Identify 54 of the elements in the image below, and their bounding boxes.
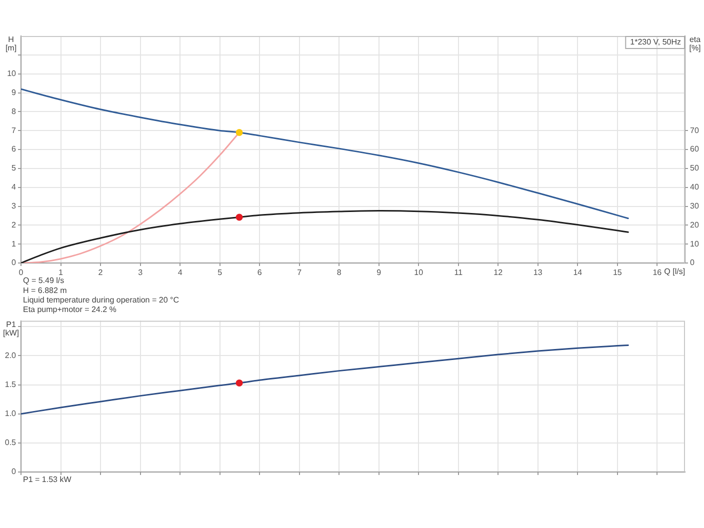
y2-tick-label: 0: [690, 258, 695, 268]
y-tick-label: 1.0: [4, 409, 17, 418]
x-tick-label: 6: [257, 268, 262, 278]
y2-tick-label: 30: [690, 201, 700, 210]
y-tick-label: 9: [12, 88, 17, 97]
line-series: [21, 344, 629, 415]
text: P1 = 1.53 kW: [23, 475, 72, 484]
text: Liquid temperature during operation = 20 °C: [23, 295, 180, 304]
y-tick-label: 3: [12, 201, 17, 210]
x-tick-label: 9: [376, 268, 382, 278]
y-tick-label: 5: [12, 164, 17, 173]
y-tick-label: 0: [12, 467, 17, 476]
x-tick-label: 16: [652, 268, 662, 278]
x-tick-label: 11: [454, 268, 464, 278]
x-tick-label: 12: [494, 268, 504, 278]
y-tick-label: 6: [12, 144, 17, 154]
y-tick-label: 7: [12, 126, 17, 135]
text: Q = 5.49 l/s: [23, 276, 64, 286]
y2-tick-label: 20: [690, 220, 700, 230]
text: H = 6.882 m: [23, 286, 68, 295]
x-tick-label: 15: [612, 268, 622, 278]
line-series: [21, 210, 629, 263]
y-tick-label: 0.5: [4, 438, 17, 448]
y-tick-label: 2: [12, 220, 17, 230]
y-tick-label: 0: [12, 258, 17, 268]
x-tick-label: 2: [98, 268, 104, 278]
y2-tick-label: 10: [690, 239, 700, 248]
chart-title: 1*230 V, 50Hz: [630, 38, 681, 47]
y-tick-label: 1: [12, 239, 17, 248]
x-tick-label: 10: [414, 268, 424, 278]
x-tick-label: 3: [138, 268, 144, 278]
x-axis-title: Q [l/s]: [664, 267, 686, 276]
y-tick-label: 2.0: [4, 350, 17, 360]
y2-tick-label: 70: [690, 126, 700, 135]
y2-axis-title: eta [%]: [689, 35, 702, 53]
y-tick-label: 8: [12, 106, 17, 116]
y-tick-label: 4: [12, 182, 17, 192]
y2-tick-label: 40: [690, 182, 700, 192]
y-axis-title: P1 [kW]: [3, 320, 19, 338]
x-tick-label: 4: [178, 268, 183, 278]
x-tick-label: 8: [336, 268, 342, 278]
x-tick-label: 7: [297, 268, 302, 278]
y2-tick-label: 50: [690, 164, 700, 173]
x-tick-label: 13: [533, 268, 543, 278]
x-tick-label: 1: [58, 268, 64, 278]
x-tick-label: 5: [218, 268, 223, 278]
x-tick-label: 14: [573, 268, 583, 278]
y-axis-title: H [m]: [5, 35, 17, 53]
x-tick-label: 0: [18, 268, 24, 278]
y-tick-label: 1.5: [4, 380, 17, 389]
y-tick-label: 10: [7, 69, 17, 78]
text: Eta pump+motor = 24.2 %: [23, 305, 116, 314]
y2-tick-label: 60: [690, 144, 700, 154]
line-series: [21, 88, 629, 220]
